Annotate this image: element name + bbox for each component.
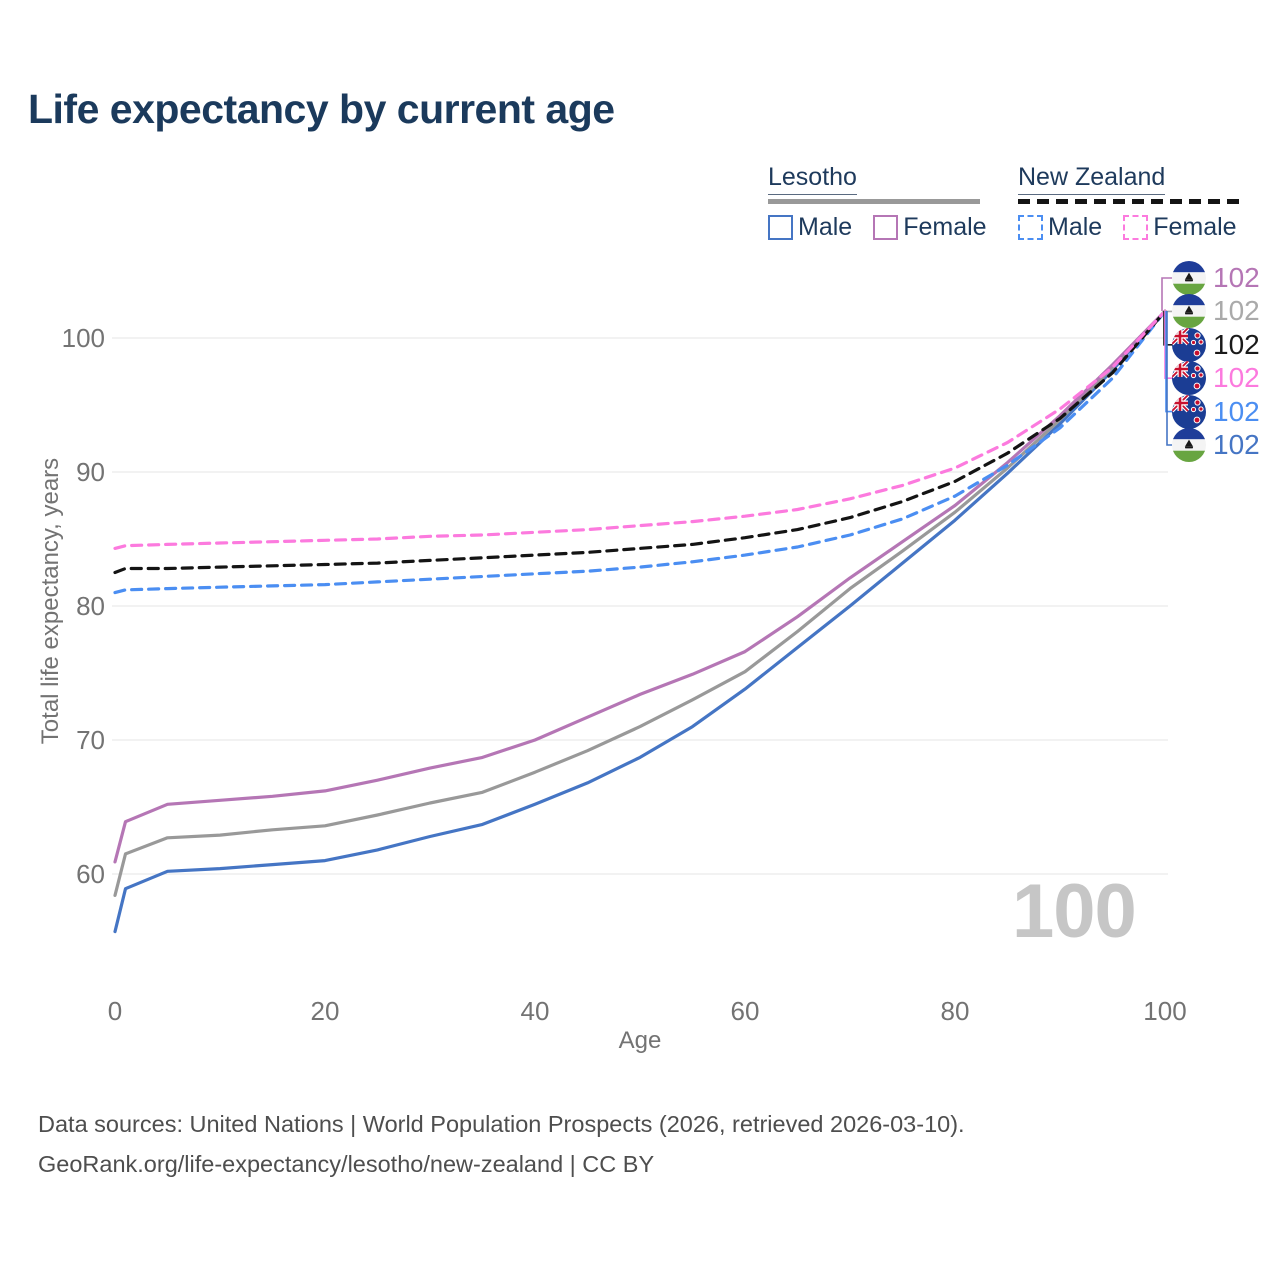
end-label-new-zealand-male: 102 [1172, 394, 1260, 429]
end-label-connector-new-zealand-female [1164, 311, 1172, 379]
y-tick-80: 80 [76, 591, 105, 621]
series-line-lesotho-female[interactable] [113, 309, 1167, 864]
legend-item-lesotho-female[interactable]: Female [873, 213, 987, 242]
lesotho-flag-icon [1172, 428, 1206, 462]
legend-title-lesotho[interactable]: Lesotho [768, 163, 857, 195]
end-label-connector-new-zealand-male [1165, 311, 1172, 413]
legend-label-lesotho-female: Female [903, 213, 987, 241]
footer: Data sources: United Nations | World Pop… [38, 1104, 965, 1184]
end-label-connector-lesotho-male [1166, 311, 1172, 446]
end-label-new-zealand: 102 [1172, 327, 1260, 362]
end-label-value: 102 [1213, 328, 1260, 360]
y-axis-title: Total life expectancy, years [37, 457, 64, 745]
legend-swatch-lesotho-female[interactable] [873, 215, 899, 240]
x-tick-40: 40 [521, 996, 550, 1026]
end-label-lesotho-male: 102 [1172, 428, 1260, 462]
x-axis-title: Age [618, 1027, 662, 1054]
y-tick-100: 100 [62, 323, 105, 353]
new-zealand-flag-icon [1172, 394, 1206, 429]
y-tick-90: 90 [76, 457, 105, 487]
end-label-value: 102 [1213, 362, 1260, 394]
series-line-new-zealand-female[interactable] [113, 309, 1167, 551]
series-line-new-zealand-male[interactable] [113, 309, 1167, 595]
end-label-lesotho-female: 102 [1172, 261, 1260, 295]
series-line-lesotho-male[interactable] [113, 309, 1167, 934]
series-line-lesotho[interactable] [113, 309, 1167, 898]
x-tick-80: 80 [941, 996, 970, 1026]
page-title: Life expectancy by current age [28, 86, 615, 132]
legend-group-new-zealand: New Zealand Male Female [1018, 163, 1240, 242]
end-label-lesotho: 102 [1172, 294, 1260, 329]
age-counter-watermark: 100 [1012, 869, 1137, 954]
end-label-value: 102 [1213, 429, 1260, 460]
end-label-value: 102 [1213, 395, 1260, 427]
legend-title-new-zealand[interactable]: New Zealand [1018, 163, 1166, 195]
legend-item-new-zealand-female[interactable]: Female [1123, 213, 1237, 242]
legend-item-new-zealand-male[interactable]: Male [1018, 213, 1102, 242]
legend-label-new-zealand-female: Female [1153, 213, 1237, 241]
y-tick-60: 60 [76, 859, 105, 889]
legend-swatch-lesotho-male[interactable] [768, 215, 793, 240]
legend-item-lesotho-male[interactable]: Male [768, 213, 852, 242]
legend-line-sample-new-zealand [1018, 199, 1240, 204]
end-label-connector-new-zealand [1163, 311, 1172, 346]
series-line-new-zealand[interactable] [113, 309, 1167, 575]
x-tick-0: 0 [108, 996, 122, 1026]
legend-swatch-new-zealand-male[interactable] [1018, 215, 1043, 240]
legend-label-new-zealand-male: Male [1048, 213, 1103, 241]
footer-sources: Data sources: United Nations | World Pop… [38, 1111, 965, 1137]
footer-link[interactable]: GeoRank.org/life-expectancy/lesotho/new-… [38, 1151, 655, 1177]
legend-label-lesotho-male: Male [798, 213, 853, 241]
lesotho-flag-icon [1172, 261, 1206, 295]
lesotho-flag-icon [1172, 294, 1206, 329]
end-label-value: 102 [1213, 262, 1260, 293]
y-tick-70: 70 [76, 725, 105, 755]
end-label-new-zealand-female: 102 [1172, 361, 1260, 396]
legend-line-sample-lesotho [768, 199, 980, 204]
new-zealand-flag-icon [1172, 327, 1206, 362]
x-tick-20: 20 [311, 996, 340, 1026]
legend-group-lesotho: Lesotho Male Female [768, 163, 987, 242]
x-tick-100: 100 [1143, 996, 1186, 1026]
end-label-value: 102 [1213, 295, 1260, 327]
new-zealand-flag-icon [1172, 361, 1206, 396]
end-label-connector-lesotho-female [1161, 277, 1172, 311]
x-tick-60: 60 [731, 996, 760, 1026]
legend-swatch-new-zealand-female[interactable] [1123, 215, 1149, 240]
